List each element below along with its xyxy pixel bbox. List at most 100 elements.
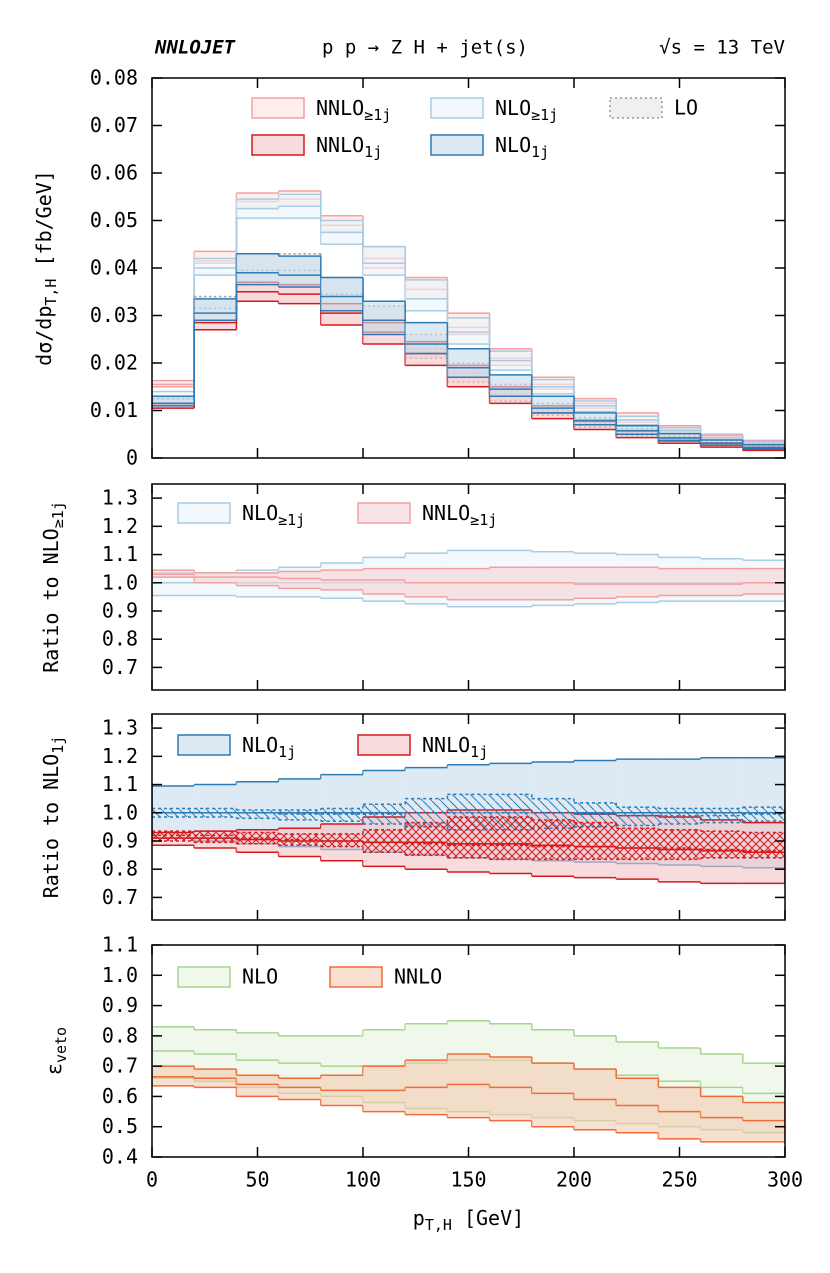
band bbox=[447, 1054, 490, 1118]
chart-subtitle: p p → Z H + jet(s) bbox=[322, 37, 528, 59]
x-tick-label: 250 bbox=[661, 1168, 697, 1192]
band bbox=[236, 253, 279, 285]
band bbox=[194, 251, 237, 264]
band bbox=[320, 833, 363, 847]
band bbox=[531, 819, 574, 860]
band bbox=[363, 1066, 406, 1112]
y-tick-label: 0.05 bbox=[90, 208, 138, 232]
band bbox=[658, 1087, 701, 1139]
x-tick-label: 300 bbox=[767, 1168, 803, 1192]
y-tick-label: 0.07 bbox=[90, 113, 138, 137]
band bbox=[489, 374, 532, 397]
plot-area bbox=[152, 756, 785, 885]
y-tick-label: 1.0 bbox=[102, 800, 138, 824]
chart-title: NNLOJET bbox=[154, 37, 236, 59]
y-tick-label: 1.0 bbox=[102, 963, 138, 987]
band bbox=[320, 277, 363, 311]
legend-swatch bbox=[329, 966, 383, 988]
legend-swatch bbox=[357, 734, 411, 756]
legend-label: LO bbox=[674, 96, 698, 120]
band bbox=[700, 1096, 743, 1142]
y-tick-label: 0.8 bbox=[102, 857, 138, 881]
legend-label: NLO≥1j bbox=[242, 501, 305, 529]
y-tick-label: 0.7 bbox=[102, 885, 138, 909]
y-tick-label: 0.4 bbox=[102, 1145, 138, 1169]
y-tick-label: 1.3 bbox=[102, 716, 138, 740]
band bbox=[278, 571, 321, 589]
y-axis-label: εveto bbox=[42, 1027, 70, 1075]
y-tick-label: 1.0 bbox=[102, 570, 138, 594]
y-tick-label: 0.04 bbox=[90, 256, 138, 280]
legend-swatch bbox=[251, 97, 305, 119]
band bbox=[700, 568, 743, 596]
plot-area bbox=[152, 190, 785, 452]
band bbox=[152, 572, 195, 596]
band bbox=[363, 246, 406, 276]
band bbox=[405, 279, 448, 311]
x-axis-label: pT,H [GeV] bbox=[413, 1206, 524, 1234]
x-tick-label: 50 bbox=[245, 1168, 269, 1192]
band bbox=[447, 568, 490, 600]
legend-swatch bbox=[357, 502, 411, 524]
y-tick-label: 0 bbox=[126, 446, 138, 470]
band bbox=[742, 832, 785, 858]
legend-label: NNLO1j bbox=[316, 133, 382, 161]
band bbox=[363, 829, 406, 853]
band bbox=[236, 1075, 279, 1097]
legend-swatch bbox=[177, 502, 231, 524]
band bbox=[574, 822, 617, 860]
y-tick-label: 1.1 bbox=[102, 933, 138, 957]
legend-label: NLO bbox=[242, 965, 278, 989]
y-tick-label: 0.8 bbox=[102, 1023, 138, 1047]
legend-label: NLO1j bbox=[495, 133, 549, 161]
band bbox=[320, 808, 363, 822]
legend-label: NNLO1j bbox=[422, 733, 488, 761]
plot-area bbox=[152, 1019, 785, 1143]
y-tick-label: 0.5 bbox=[102, 1114, 138, 1138]
legend-label: NLO1j bbox=[242, 733, 296, 761]
band bbox=[447, 817, 490, 858]
band bbox=[363, 568, 406, 595]
y-tick-label: 1.2 bbox=[102, 744, 138, 768]
band bbox=[658, 433, 701, 441]
band bbox=[742, 568, 785, 595]
band bbox=[574, 412, 617, 425]
band bbox=[278, 256, 321, 287]
y-tick-label: 0.7 bbox=[102, 1054, 138, 1078]
band bbox=[405, 322, 448, 354]
y-tick-label: 0.7 bbox=[102, 655, 138, 679]
band bbox=[658, 568, 701, 596]
y-tick-label: 0.02 bbox=[90, 351, 138, 375]
y-tick-label: 0.9 bbox=[102, 598, 138, 622]
band bbox=[194, 320, 237, 330]
legend-swatch bbox=[430, 97, 484, 119]
annotation: √s = 13 TeV bbox=[659, 37, 785, 59]
legend-swatch bbox=[177, 734, 231, 756]
band bbox=[742, 807, 785, 822]
band bbox=[531, 1063, 574, 1127]
band bbox=[152, 808, 195, 817]
y-tick-label: 0.01 bbox=[90, 398, 138, 422]
y-tick-label: 0.6 bbox=[102, 1084, 138, 1108]
band bbox=[489, 817, 532, 860]
legend-label: NLO≥1j bbox=[495, 96, 558, 124]
legend-swatch bbox=[251, 134, 305, 156]
y-tick-label: 0.08 bbox=[90, 66, 138, 90]
band bbox=[236, 572, 279, 586]
legend-swatch bbox=[177, 966, 231, 988]
band bbox=[363, 301, 406, 335]
band bbox=[152, 1066, 195, 1086]
band bbox=[616, 828, 659, 860]
band bbox=[742, 444, 785, 449]
band bbox=[700, 831, 743, 858]
y-tick-label: 1.2 bbox=[102, 514, 138, 538]
band bbox=[616, 807, 659, 826]
band bbox=[447, 317, 490, 344]
band bbox=[574, 802, 617, 827]
y-tick-label: 1.1 bbox=[102, 772, 138, 796]
band bbox=[278, 833, 321, 846]
y-tick-label: 0.9 bbox=[102, 828, 138, 852]
legend-swatch bbox=[609, 97, 663, 119]
legend-label: NNLO≥1j bbox=[316, 96, 391, 124]
